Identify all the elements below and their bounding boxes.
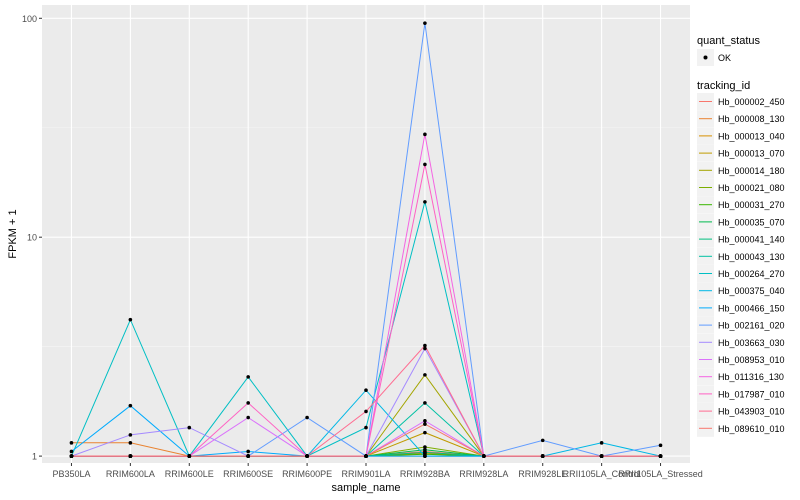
legend-label: Hb_000013_070 (718, 149, 785, 159)
data-point (128, 433, 133, 437)
data-point (128, 403, 133, 408)
data-point (423, 162, 427, 167)
y-tick-label: 100 (22, 14, 37, 24)
legend-label: Hb_000466_150 (718, 303, 785, 313)
data-points (69, 21, 663, 458)
x-tick-label: RRIM600SE (223, 469, 273, 479)
legend-label: Hb_000008_130 (718, 114, 785, 124)
data-point (423, 132, 427, 137)
x-tick-label: RRIM901LA (341, 469, 390, 479)
legend-title-tracking-id: tracking_id (697, 80, 750, 92)
data-point (423, 401, 427, 405)
data-point (423, 21, 427, 25)
x-tick-label: RRIM600LA (106, 469, 155, 479)
data-point (540, 454, 545, 458)
legend-tracking-items: Hb_000002_450 Hb_000008_130 Hb_000013_040 H… (697, 93, 785, 437)
x-axis-title: sample_name (331, 482, 400, 494)
data-point (423, 200, 427, 204)
legend-label: Hb_089610_010 (718, 424, 785, 434)
x-tick-label: RRII105LA_Stressed (618, 469, 703, 479)
data-point (423, 422, 427, 426)
data-point (305, 415, 309, 420)
data-point (69, 449, 74, 454)
data-point (305, 454, 309, 458)
x-tick-label: RRIM928BA (400, 469, 450, 479)
x-tick-label: PB350LA (52, 469, 90, 479)
data-point (364, 454, 368, 458)
legend-title-quant-status: quant_status (697, 35, 760, 47)
legend-label: Hb_000002_450 (718, 97, 785, 107)
data-point (423, 450, 427, 455)
data-point (246, 454, 250, 458)
data-point (246, 449, 250, 454)
legend-label: Hb_000375_040 (718, 286, 785, 296)
data-point (423, 445, 427, 449)
data-point (364, 425, 368, 430)
x-tick-label: RRIM928LE (518, 469, 567, 479)
data-point (187, 454, 192, 458)
data-point (128, 441, 133, 445)
data-point (246, 415, 250, 420)
legend-label: Hb_000043_130 (718, 252, 785, 262)
x-axis: PB350LA RRIM600LA RRIM600LE RRIM600SE RRIM60… (52, 463, 703, 479)
data-point (128, 454, 133, 458)
legend-point-icon (703, 55, 708, 60)
legend-label: Hb_043903_010 (718, 407, 785, 417)
y-axis-title: FPKM + 1 (7, 209, 19, 258)
legend-label: Hb_000013_040 (718, 131, 785, 141)
legend-label: Hb_000031_270 (718, 200, 785, 210)
data-point (599, 441, 604, 445)
x-tick-label: RRII105LA_Control (563, 469, 641, 479)
data-point (423, 447, 427, 452)
y-axis: 1 10 100 (22, 14, 42, 462)
legend-label: Hb_000035_070 (718, 217, 785, 227)
legend-label: Hb_017987_010 (718, 389, 785, 399)
data-point (540, 438, 545, 443)
legend-label: Hb_000041_140 (718, 235, 785, 245)
legend-label: Hb_011316_130 (718, 372, 784, 382)
data-point (364, 388, 368, 393)
legend-label: Hb_002161_020 (718, 321, 785, 331)
data-point (69, 454, 74, 458)
data-point (658, 443, 663, 448)
data-point (423, 418, 427, 423)
legend-label: Hb_000021_080 (718, 183, 785, 193)
data-point (423, 454, 427, 458)
legend-label: Hb_000264_270 (718, 269, 785, 279)
data-point (246, 375, 250, 379)
y-tick-label: 10 (27, 233, 37, 243)
legend-label: OK (718, 53, 731, 63)
data-point (599, 454, 604, 458)
legend-quant-items: OK (697, 49, 731, 66)
y-tick-label: 1 (32, 452, 37, 462)
data-point (482, 454, 486, 458)
data-point (128, 317, 133, 322)
x-tick-label: RRIM928LA (459, 469, 508, 479)
data-point (364, 409, 368, 414)
data-point (187, 425, 192, 430)
x-tick-label: RRIM600LE (165, 469, 214, 479)
legend-label: Hb_000014_180 (718, 166, 785, 176)
data-point (658, 454, 663, 458)
data-point (246, 401, 250, 405)
legend-label: Hb_008953_010 (718, 355, 785, 365)
data-point (423, 346, 427, 351)
data-point (423, 343, 427, 348)
data-point (423, 430, 427, 435)
data-point (69, 441, 74, 445)
legend: quant_status OK tracking_id Hb_000002_45… (697, 35, 785, 437)
legend-label: Hb_003663_030 (718, 338, 785, 348)
data-point (423, 373, 427, 377)
x-tick-label: RRIM600PE (282, 469, 332, 479)
